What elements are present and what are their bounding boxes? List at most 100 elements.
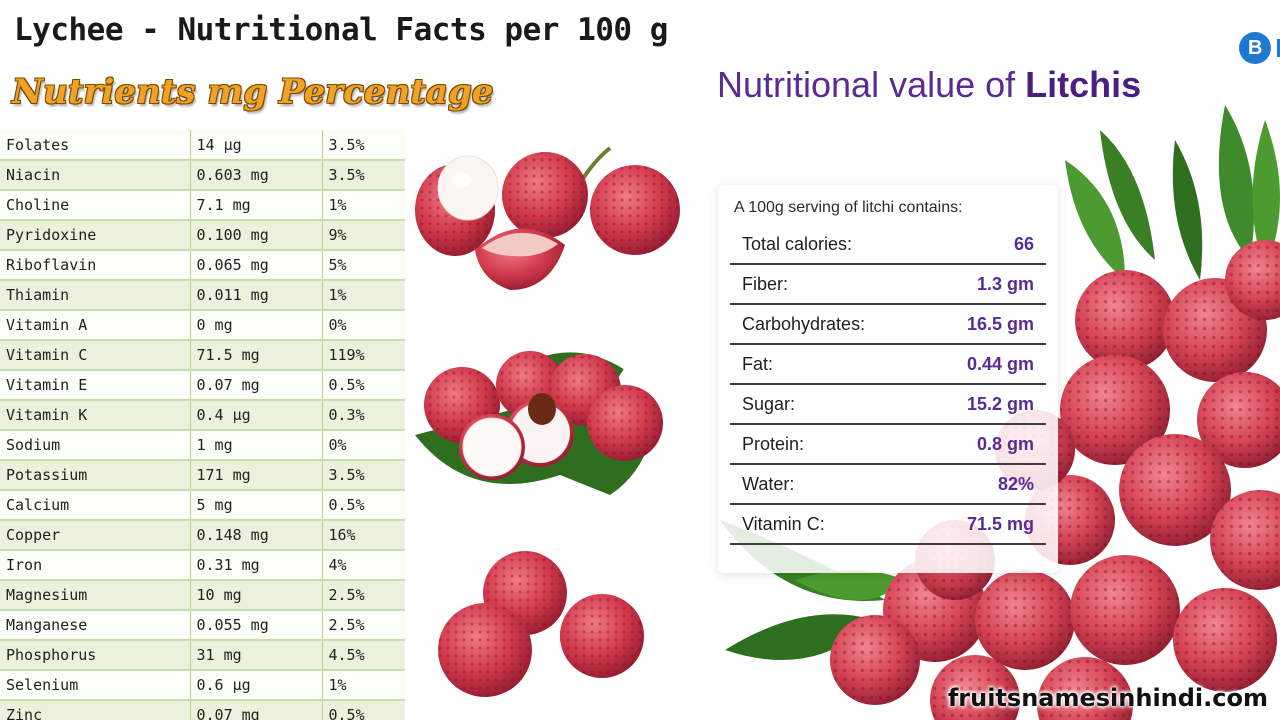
nutrient-name-cell: Zinc: [0, 700, 191, 720]
nutrient-amount-cell: 10 mg: [190, 580, 323, 611]
table-row: Folates 14 µg 3.5%: [0, 130, 405, 161]
table-row: Iron 0.31 mg 4%: [0, 550, 405, 581]
nutrition-summary-label: Carbohydrates:: [742, 313, 866, 334]
nutrition-summary-row: Carbohydrates: 16.5 gm: [730, 305, 1046, 345]
nutrition-summary-label: Water:: [742, 473, 795, 494]
table-row: Potassium 171 mg 3.5%: [0, 460, 405, 491]
nutrition-summary-value: 71.5 mg: [966, 513, 1034, 534]
nutrient-percent-cell: 4.5%: [322, 640, 405, 671]
nutrition-summary-row: Total calories: 66: [730, 225, 1046, 265]
nutrient-name-cell: Vitamin K: [0, 400, 191, 431]
table-row: Vitamin K 0.4 µg 0.3%: [0, 400, 405, 431]
nutrition-summary-row: Fiber: 1.3 gm: [730, 265, 1046, 305]
nutrient-name-cell: Sodium: [0, 430, 191, 461]
nutrient-amount-cell: 7.1 mg: [190, 190, 323, 221]
nutrition-summary-row: Sugar: 15.2 gm: [730, 385, 1046, 425]
right-heading-prefix: Nutritional value of: [717, 64, 1026, 105]
nutrient-amount-cell: 0.07 mg: [190, 370, 323, 401]
nutrient-name-cell: Vitamin E: [0, 370, 191, 401]
nutrient-percent-cell: 0.3%: [322, 400, 405, 431]
table-subheader: Nutrients mg Percentage: [12, 72, 494, 112]
nutrient-amount-cell: 31 mg: [190, 640, 323, 671]
nutrient-amount-cell: 0.065 mg: [190, 250, 323, 281]
nutrient-name-cell: Riboflavin: [0, 250, 191, 281]
nutrient-amount-cell: 14 µg: [190, 130, 323, 161]
table-row: Selenium 0.6 µg 1%: [0, 670, 405, 701]
nutrient-name-cell: Phosphorus: [0, 640, 191, 671]
nutrient-percent-cell: 0%: [322, 310, 405, 341]
table-row: Choline 7.1 mg 1%: [0, 190, 405, 221]
nutrition-summary-label: Protein:: [742, 433, 805, 454]
nutrient-percent-cell: 5%: [322, 250, 405, 281]
nutrient-amount-cell: 0.055 mg: [190, 610, 323, 641]
nutrient-amount-cell: 0.148 mg: [190, 520, 323, 551]
nutrition-summary-label: Fat:: [742, 353, 774, 374]
nutrient-percent-cell: 119%: [322, 340, 405, 371]
nutrient-percent-cell: 0.5%: [322, 490, 405, 521]
nutrient-amount-cell: 0.603 mg: [190, 160, 323, 191]
table-row: Manganese 0.055 mg 2.5%: [0, 610, 405, 641]
right-heading: Nutritional value of Litchis: [717, 64, 1141, 106]
nutrient-name-cell: Folates: [0, 130, 191, 161]
right-panel: B H Nutritional value of Litchis A 100g …: [705, 0, 1280, 720]
table-row: Pyridoxine 0.100 mg 9%: [0, 220, 405, 251]
table-row: Vitamin C 71.5 mg 119%: [0, 340, 405, 371]
table-row: Copper 0.148 mg 16%: [0, 520, 405, 551]
nutrient-name-cell: Potassium: [0, 460, 191, 491]
nutrient-percent-cell: 3.5%: [322, 160, 405, 191]
nutrient-percent-cell: 0.5%: [322, 700, 405, 720]
nutrient-name-cell: Choline: [0, 190, 191, 221]
table-row: Riboflavin 0.065 mg 5%: [0, 250, 405, 281]
nutrition-summary-row: Fat: 0.44 gm: [730, 345, 1046, 385]
nutrient-percent-cell: 3.5%: [322, 460, 405, 491]
brand-logo-icon: B: [1239, 32, 1272, 64]
nutrient-percent-cell: 1%: [322, 670, 405, 701]
brand-logo-text: H: [1275, 33, 1280, 64]
left-panel: Lychee - Nutritional Facts per 100 g Nut…: [0, 12, 680, 720]
nutrition-summary-value: 82%: [997, 473, 1034, 494]
nutrient-amount-cell: 0.4 µg: [190, 400, 323, 431]
nutrition-summary-value: 66: [1013, 233, 1034, 254]
nutrient-percent-cell: 2.5%: [322, 610, 405, 641]
nutrient-name-cell: Copper: [0, 520, 191, 551]
nutrition-summary-label: Sugar:: [742, 393, 796, 414]
nutrient-amount-cell: 0.011 mg: [190, 280, 323, 311]
page-title: Lychee - Nutritional Facts per 100 g: [14, 12, 668, 48]
nutrient-name-cell: Manganese: [0, 610, 191, 641]
nutrient-percent-cell: 1%: [322, 280, 405, 311]
lychee-cluster-bottom-image: [438, 551, 644, 697]
nutrition-summary-value: 15.2 gm: [966, 393, 1034, 414]
nutrient-percent-cell: 0%: [322, 430, 405, 461]
nutrition-summary-row: Water: 82%: [730, 465, 1046, 505]
nutrition-summary-label: Total calories:: [742, 233, 853, 254]
site-watermark: fruitsnamesinhindi.com: [947, 684, 1268, 712]
nutrient-amount-cell: 171 mg: [190, 460, 323, 491]
nutrient-table-body: Folates 14 µg 3.5% Niacin 0.603 mg 3.5% Cholin…: [0, 130, 405, 720]
right-heading-bold: Litchis: [1025, 64, 1142, 105]
table-row: Phosphorus 31 mg 4.5%: [0, 640, 405, 671]
nutrient-name-cell: Calcium: [0, 490, 191, 521]
nutrition-summary-label: Fiber:: [742, 273, 789, 294]
nutrient-amount-cell: 5 mg: [190, 490, 323, 521]
nutrient-percent-cell: 0.5%: [322, 370, 405, 401]
table-row: Thiamin 0.011 mg 1%: [0, 280, 405, 311]
nutrient-name-cell: Vitamin A: [0, 310, 191, 341]
nutrient-name-cell: Selenium: [0, 670, 191, 701]
lychee-cluster-top-image: [415, 146, 680, 290]
nutrient-amount-cell: 1 mg: [190, 430, 323, 461]
nutrient-amount-cell: 71.5 mg: [190, 340, 323, 371]
nutrient-table: Folates 14 µg 3.5% Niacin 0.603 mg 3.5% Cholin…: [0, 130, 405, 720]
nutrition-summary-label: Vitamin C:: [742, 513, 825, 534]
nutrient-amount-cell: 0.100 mg: [190, 220, 323, 251]
table-row: Sodium 1 mg 0%: [0, 430, 405, 461]
nutrition-summary-card: A 100g serving of litchi contains: Total…: [718, 185, 1058, 573]
nutrition-summary-value: 1.3 gm: [976, 273, 1034, 294]
table-row: Calcium 5 mg 0.5%: [0, 490, 405, 521]
nutrient-name-cell: Iron: [0, 550, 191, 581]
nutrient-name-cell: Niacin: [0, 160, 191, 191]
nutrient-percent-cell: 2.5%: [322, 580, 405, 611]
nutrient-amount-cell: 0.07 mg: [190, 700, 323, 720]
nutrient-percent-cell: 4%: [322, 550, 405, 581]
brand-logo[interactable]: B H: [1239, 32, 1280, 64]
nutrient-name-cell: Thiamin: [0, 280, 191, 311]
